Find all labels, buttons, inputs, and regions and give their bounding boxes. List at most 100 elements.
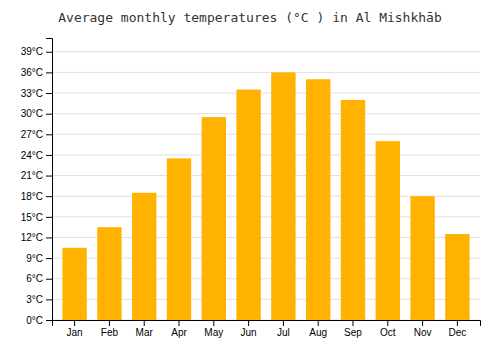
x-tick-label: Aug <box>309 327 327 338</box>
y-tick-label: 3°C <box>26 294 43 305</box>
grid-line <box>52 72 480 73</box>
bars <box>62 72 469 320</box>
grid-line <box>52 51 480 52</box>
y-tick: 24°C <box>21 150 52 161</box>
x-tick-label: Feb <box>101 327 119 338</box>
x-tick: Nov <box>414 320 432 338</box>
x-tick-label: Oct <box>380 327 396 338</box>
x-tick: Mar <box>136 320 154 338</box>
x-tick-mark <box>248 320 249 326</box>
x-tick-mark <box>74 320 75 326</box>
x-tick-mark <box>144 320 145 326</box>
y-tick-label: 9°C <box>26 253 43 264</box>
chart: Jan Feb Mar Apr May Jun Jul Aug Sep Oct Nov Dec 0°C 3… <box>0 0 500 350</box>
grid-line <box>52 175 480 176</box>
x-tick-mark <box>457 320 458 326</box>
x-tick-mark <box>213 320 214 326</box>
y-tick-mark <box>46 72 52 73</box>
x-tick-mark <box>387 320 388 326</box>
y-tick-label: 36°C <box>21 67 43 78</box>
y-tick: 36°C <box>21 67 52 78</box>
x-tick-label: May <box>204 327 223 338</box>
x-tick-label: Jan <box>67 327 83 338</box>
grid <box>52 52 480 320</box>
bar <box>62 248 86 320</box>
y-tick-label: 15°C <box>21 212 43 223</box>
y-tick-mark <box>46 217 52 218</box>
y-tick-mark <box>46 196 52 197</box>
plot: Jan Feb Mar Apr May Jun Jul Aug Sep Oct Nov Dec 0°C 3… <box>21 39 481 339</box>
x-tick: Jun <box>241 320 257 338</box>
y-tick-label: 24°C <box>21 150 43 161</box>
y-tick: 27°C <box>21 129 52 140</box>
y-tick: 18°C <box>21 191 52 202</box>
x-tick-mark <box>352 320 353 326</box>
y-tick-mark <box>46 237 52 238</box>
y-tick: 6°C <box>26 273 52 284</box>
bar <box>410 196 434 320</box>
y-tick-mark <box>46 258 52 259</box>
bar <box>271 72 295 320</box>
y-tick-mark <box>46 52 52 53</box>
y-axis-line <box>46 39 53 321</box>
x-tick: Dec <box>448 320 466 338</box>
bar <box>376 141 400 320</box>
y-tick-label: 0°C <box>26 315 43 326</box>
y-tick: 15°C <box>21 212 52 223</box>
x-tick: Jan <box>67 320 83 338</box>
y-tick-label: 21°C <box>21 170 43 181</box>
x-tick-label: Dec <box>448 327 466 338</box>
bar <box>306 79 330 320</box>
x-axis-line <box>53 321 481 327</box>
x-tick-label: Apr <box>171 327 187 338</box>
x-tick: Apr <box>171 320 187 338</box>
y-tick-label: 12°C <box>21 232 43 243</box>
y-tick-label: 18°C <box>21 191 43 202</box>
bar <box>132 193 156 320</box>
y-tick-mark <box>46 176 52 177</box>
y-tick-label: 39°C <box>21 46 43 57</box>
x-axis: Jan Feb Mar Apr May Jun Jul Aug Sep Oct Nov Dec <box>53 320 481 338</box>
y-tick-mark <box>46 320 52 321</box>
x-tick: Sep <box>344 320 362 338</box>
y-tick-label: 33°C <box>21 88 43 99</box>
grid-line <box>52 113 480 114</box>
y-tick-label: 30°C <box>21 108 43 119</box>
y-tick: 21°C <box>21 170 52 181</box>
y-tick: 0°C <box>26 315 52 326</box>
y-tick-mark <box>46 114 52 115</box>
grid-line <box>52 154 480 155</box>
y-tick-label: 6°C <box>26 273 43 284</box>
y-tick: 39°C <box>21 46 52 57</box>
bar <box>236 90 260 320</box>
x-tick-label: Sep <box>344 327 362 338</box>
title: Average monthly temperatures (°C ) in Al… <box>58 10 442 25</box>
y-tick-mark <box>46 279 52 280</box>
bar <box>202 117 226 320</box>
y-tick: 30°C <box>21 108 52 119</box>
grid-line <box>52 93 480 94</box>
y-tick-mark <box>46 155 52 156</box>
x-tick: Jul <box>277 320 290 338</box>
bar <box>445 234 469 320</box>
y-tick: 3°C <box>26 294 52 305</box>
x-tick: Oct <box>380 320 396 338</box>
y-tick-mark <box>46 134 52 135</box>
x-tick: Aug <box>309 320 327 338</box>
y-axis: 0°C 3°C 6°C 9°C 12°C 15°C 18°C 21°C 24°C 27°C 30°C… <box>21 39 53 326</box>
y-tick-mark <box>46 299 52 300</box>
y-tick-mark <box>46 93 52 94</box>
x-tick-label: Jul <box>277 327 290 338</box>
x-tick-label: Nov <box>414 327 432 338</box>
x-tick-mark <box>179 320 180 326</box>
x-tick-mark <box>422 320 423 326</box>
bar <box>167 158 191 320</box>
x-tick-mark <box>283 320 284 326</box>
grid-line <box>52 134 480 135</box>
x-tick-mark <box>109 320 110 326</box>
bar <box>341 100 365 320</box>
x-tick-label: Mar <box>136 327 154 338</box>
y-tick: 12°C <box>21 232 52 243</box>
x-tick: May <box>204 320 223 338</box>
y-tick: 9°C <box>26 253 52 264</box>
